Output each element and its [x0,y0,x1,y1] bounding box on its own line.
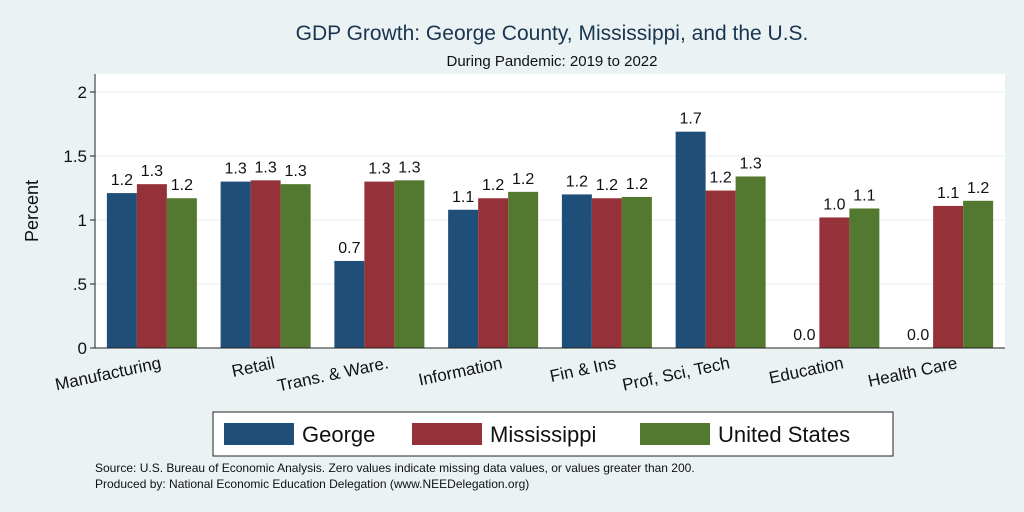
bar-united-states-6 [849,208,880,348]
data-label: 1.2 [482,177,504,194]
chart-title: GDP Growth: George County, Mississippi, … [296,22,809,45]
data-labels: 1.2 1.3 1.2 1.3 1.3 1.3 0.7 1.3 1.3 1.1 1.2 1.2 1.2 1… [111,111,990,344]
bar-mississippi-2 [364,181,395,348]
legend-label: United States [718,422,850,447]
y-tick-label: 2 [78,83,87,102]
data-label: 1.2 [710,170,732,187]
data-label: 1.2 [512,171,534,188]
bar-mississippi-6 [819,217,850,348]
produced-by-note: Produced by: National Economic Education… [95,477,529,491]
bar-george-0 [106,193,137,348]
chart-subtitle: During Pandemic: 2019 to 2022 [447,53,658,70]
bar-mississippi-7 [933,205,964,348]
bar-george-1 [220,181,251,348]
data-label: 1.2 [596,177,618,194]
bar-united-states-5 [735,176,766,348]
bar-mississippi-0 [136,184,167,348]
data-label: 1.3 [255,159,277,176]
legend-swatch [224,423,294,445]
y-axis-ticks: 0 .5 1 1.5 2 [63,83,95,358]
data-label: 0.0 [907,327,929,344]
y-axis-label: Percent [22,180,42,242]
bar-george-4 [561,194,592,348]
bar-united-states-7 [963,200,994,348]
legend: George Mississippi United States [224,422,850,447]
bar-united-states-1 [280,184,311,348]
source-note: Source: U.S. Bureau of Economic Analysis… [95,461,695,475]
y-tick-label: .5 [73,275,87,294]
data-label: 0.0 [793,327,815,344]
bar-united-states-3 [508,191,539,348]
y-tick-label: 1.5 [63,147,87,166]
bar-george-2 [334,260,365,348]
data-label: 0.7 [338,240,360,257]
data-label: 1.3 [225,161,247,178]
legend-box [212,411,894,457]
data-label: 1.2 [967,180,989,197]
y-tick-label: 0 [78,339,87,358]
bar-mississippi-3 [478,198,509,348]
data-label: 1.2 [566,173,588,190]
bar-mississippi-1 [250,180,281,348]
y-tick-label: 1 [78,211,87,230]
bar-united-states-2 [394,180,425,348]
bar-united-states-4 [621,196,652,348]
data-label: 1.3 [398,159,420,176]
data-label: 1.1 [452,189,474,206]
bar-george-5 [675,131,706,348]
bars [106,131,994,348]
data-label: 1.3 [285,163,307,180]
data-label: 1.1 [937,185,959,202]
data-label: 1.3 [740,155,762,172]
legend-label: Mississippi [490,422,596,447]
bar-united-states-0 [166,198,197,348]
legend-swatch [412,423,482,445]
bar-mississippi-4 [591,198,622,348]
bar-mississippi-5 [705,190,736,348]
data-label: 1.3 [368,161,390,178]
data-label: 1.2 [171,177,193,194]
bar-george-3 [448,209,479,348]
data-label: 1.2 [626,176,648,193]
data-label: 1.1 [853,187,875,204]
data-label: 1.7 [680,111,702,128]
data-label: 1.2 [111,172,133,189]
data-label: 1.0 [823,196,845,213]
data-label: 1.3 [141,163,163,180]
legend-swatch [640,423,710,445]
legend-label: George [302,422,375,447]
